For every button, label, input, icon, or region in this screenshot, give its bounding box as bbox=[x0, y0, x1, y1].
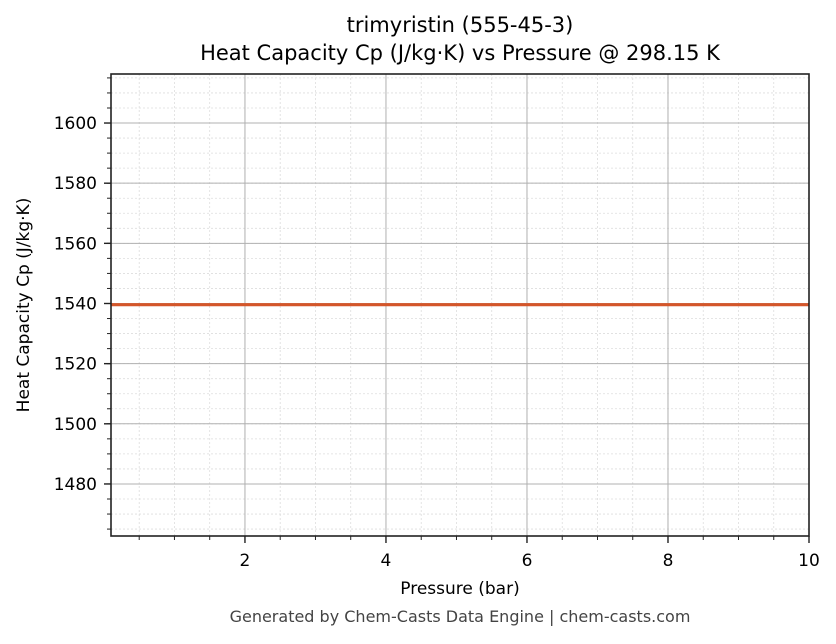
y-tick-label: 1480 bbox=[54, 475, 97, 495]
y-tick-label: 1580 bbox=[54, 174, 97, 194]
plot-frame bbox=[110, 73, 810, 537]
y-tick-label: 1520 bbox=[54, 355, 97, 375]
chart-title: trimyristin (555-45-3) bbox=[346, 13, 574, 37]
chart-subtitle: Heat Capacity Cp (J/kg·K) vs Pressure @ … bbox=[200, 41, 720, 65]
footer-credit: Generated by Chem-Casts Data Engine | ch… bbox=[229, 607, 691, 626]
x-tick-label: 8 bbox=[663, 551, 674, 571]
y-axis-label: Heat Capacity Cp (J/kg·K) bbox=[14, 198, 34, 413]
x-tick-label: 4 bbox=[381, 551, 392, 571]
x-tick-label: 10 bbox=[798, 551, 820, 571]
y-tick-label: 1560 bbox=[54, 234, 97, 254]
x-axis-label: Pressure (bar) bbox=[400, 579, 519, 599]
major-grid bbox=[111, 74, 810, 536]
axis-ticks: 2 4 6 8 10 1480 1500 1520 1540 1560 1580 1600 bbox=[54, 77, 820, 571]
y-tick-label: 1600 bbox=[54, 114, 97, 134]
x-tick-label: 2 bbox=[240, 551, 251, 571]
x-tick-label: 6 bbox=[522, 551, 533, 571]
y-tick-label: 1540 bbox=[54, 294, 97, 314]
y-tick-label: 1500 bbox=[54, 415, 97, 435]
